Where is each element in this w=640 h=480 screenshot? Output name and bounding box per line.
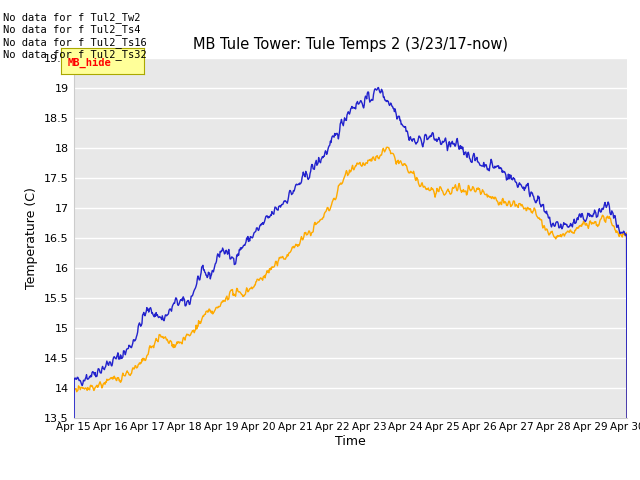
Y-axis label: Temperature (C): Temperature (C) <box>26 187 38 288</box>
X-axis label: Time: Time <box>335 435 366 448</box>
Title: MB Tule Tower: Tule Temps 2 (3/23/17-now): MB Tule Tower: Tule Temps 2 (3/23/17-now… <box>193 37 508 52</box>
Text: No data for f Tul2_Tw2
No data for f Tul2_Ts4
No data for f Tul2_Ts16
No data fo: No data for f Tul2_Tw2 No data for f Tul… <box>3 12 147 60</box>
Text: MB_hide: MB_hide <box>67 58 111 68</box>
